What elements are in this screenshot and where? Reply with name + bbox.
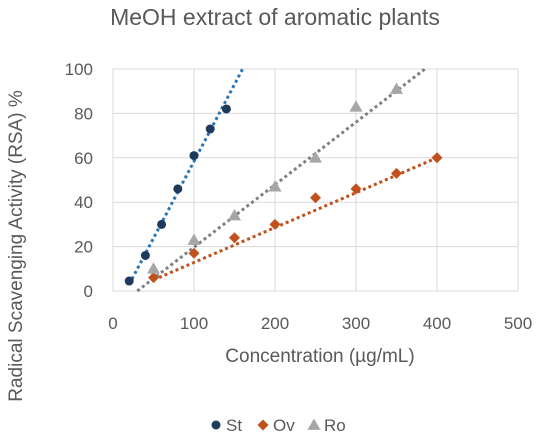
legend-marker-ro [307,418,321,430]
data-point-ov [188,247,200,259]
y-tick-label: 80 [74,104,93,123]
data-point-ro [390,82,403,94]
x-tick-label: 0 [108,314,117,333]
data-point-ov [229,232,240,244]
data-point-ro [349,100,363,112]
legend-marker-ov [257,419,269,431]
data-point-st [124,276,134,286]
data-point-ov [310,192,321,204]
data-point-ov [350,183,362,195]
data-point-ov [148,272,159,284]
data-point-ov [431,152,443,164]
data-point-ro [228,209,241,221]
data-point-ro [187,233,201,245]
data-point-ro [147,262,160,274]
data-point-st [221,104,231,114]
y-tick-label: 60 [74,149,93,168]
x-tick-label: 100 [180,314,208,333]
x-tick-label: 500 [504,314,532,333]
trendlines [127,67,438,293]
trendline-st [127,68,244,286]
legend-label-st: St [226,416,242,435]
grid [112,68,519,292]
data-point-ov [269,218,281,230]
data-point-st [157,219,167,229]
data-point-st [189,151,199,161]
trendline-ro [136,67,426,293]
data-markers [124,82,443,286]
x-tick-labels: 0 100 200 300 400 500 [108,314,532,333]
legend-label-ro: Ro [324,416,346,435]
y-tick-label: 0 [84,282,93,301]
data-point-st [173,184,183,194]
y-axis-title: Radical Scavenging Activity (RSA) % [6,90,27,402]
legend-label-ov: Ov [273,416,295,435]
legend-marker-st [211,420,221,430]
y-tick-label: 20 [74,238,93,257]
x-tick-label: 200 [261,314,289,333]
data-point-st [205,124,215,134]
data-point-st [140,250,150,260]
x-tick-label: 400 [423,314,451,333]
data-point-ro [309,151,322,163]
data-point-ov [391,167,402,179]
y-tick-label: 100 [65,60,93,79]
legend: St Ov Ro [211,416,346,435]
x-axis-title: Concentration (µg/mL) [225,346,414,367]
x-tick-label: 300 [342,314,370,333]
chart-title: MeOH extract of aromatic plants [110,4,440,30]
y-tick-label: 40 [74,193,93,212]
data-point-ro [268,180,282,192]
y-tick-labels: 0 20 40 60 80 100 [65,60,93,301]
